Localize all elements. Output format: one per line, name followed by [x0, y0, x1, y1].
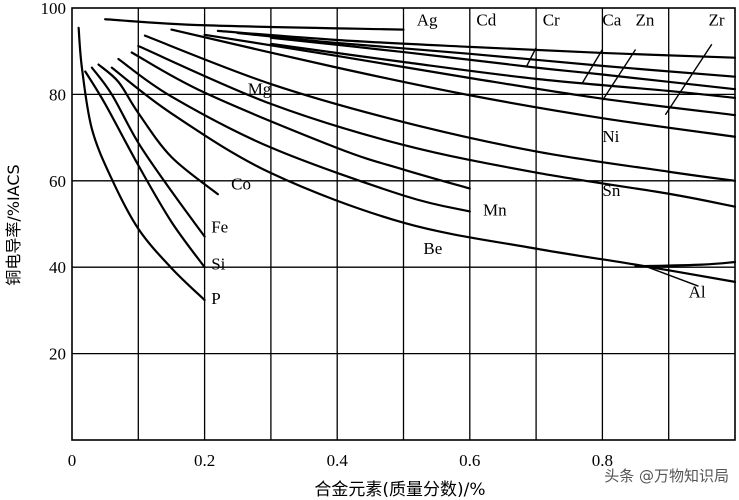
leader-zn [601, 49, 637, 101]
series-line-si [84, 70, 206, 269]
label-leaders [525, 43, 713, 287]
tick-labels: 0 0.2 0.4 0.6 0.8 20 40 60 80 100 [41, 0, 614, 470]
gridlines [72, 8, 735, 440]
leader-al [645, 265, 699, 287]
series-line-fe [90, 66, 206, 238]
series-label-ca: Ca [602, 10, 621, 29]
series-label-co: Co [231, 174, 251, 193]
series-line-sn [143, 34, 737, 182]
series-label-ni: Ni [602, 127, 619, 146]
series-line-ag [104, 18, 405, 31]
x-tick-label: 0.8 [592, 451, 613, 470]
series-label-mg: Mg [248, 79, 272, 98]
series-label-zr: Zr [708, 10, 724, 29]
series-line-zr [203, 33, 737, 117]
y-tick-label: 40 [49, 258, 66, 277]
series-label-si: Si [211, 254, 225, 273]
series-line-mg [130, 51, 471, 190]
series-label-be: Be [423, 239, 442, 258]
series-line-ca [269, 36, 737, 91]
series-label-p: P [211, 289, 220, 308]
x-axis-label: 合金元素(质量分数)/% [314, 480, 485, 500]
x-tick-label: 0.4 [327, 451, 349, 470]
plot-border [71, 7, 736, 441]
series-line-p [77, 26, 206, 302]
y-axis-label: 铜电导率/%IACS [4, 164, 23, 285]
series-label-al: Al [689, 282, 706, 301]
series-line-be [110, 66, 737, 283]
series-line-co [97, 63, 219, 196]
x-tick-label: 0.2 [194, 451, 215, 470]
y-tick-label: 100 [41, 0, 67, 18]
x-tick-label: 0 [68, 451, 77, 470]
plot-frame [71, 7, 736, 441]
series-line-unlabeled [137, 44, 737, 208]
leader-ca [581, 49, 604, 84]
y-tick-label: 80 [49, 85, 66, 104]
leader-zr [664, 43, 713, 116]
series-line-ni [170, 28, 737, 138]
series-line-cd [216, 29, 737, 59]
series-label-zn: Zn [636, 10, 655, 29]
y-tick-label: 20 [49, 345, 66, 364]
series-label-cr: Cr [543, 10, 560, 29]
series-line-mn [117, 57, 471, 213]
x-tick-label: 0.6 [459, 451, 480, 470]
series-label-mn: Mn [483, 200, 507, 219]
series-label-cd: Cd [476, 10, 496, 29]
series-line-cr [236, 31, 737, 78]
series-line-al [634, 260, 737, 268]
series-lines [77, 18, 737, 302]
leader-cr [525, 47, 537, 68]
series-labels: Ag Cd Cr Ca Zn Zr Mg Ni Co Sn Mn Fe Be Si P Al [211, 10, 725, 308]
y-tick-label: 60 [49, 172, 66, 191]
series-label-fe: Fe [211, 218, 228, 237]
series-label-sn: Sn [602, 181, 620, 200]
watermark: 头条 @万物知识局 [604, 467, 729, 485]
series-label-ag: Ag [417, 10, 438, 29]
